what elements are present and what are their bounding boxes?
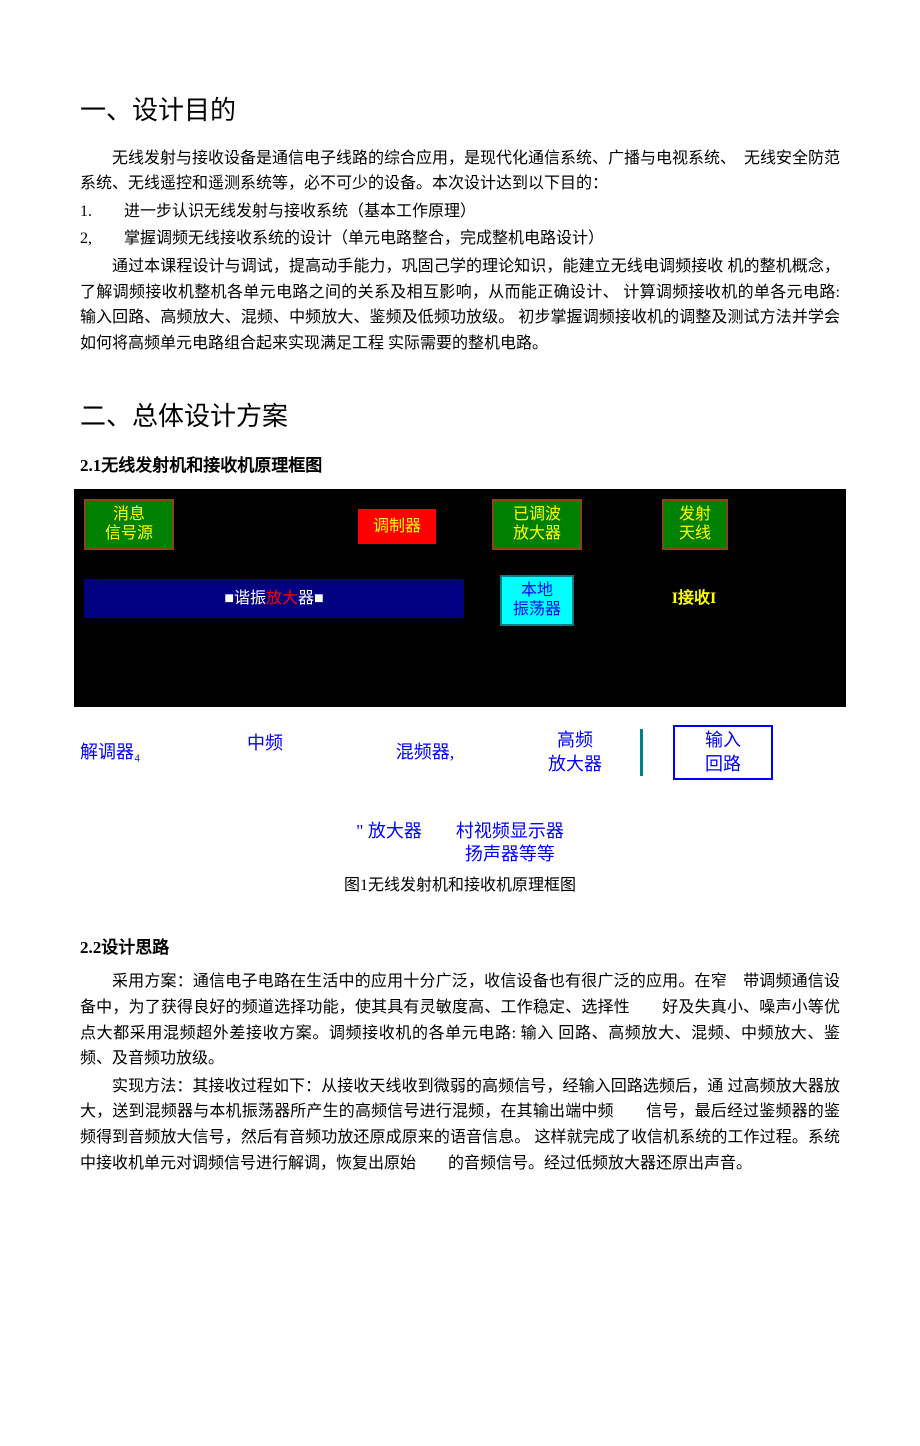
block-modulator: 调制器 xyxy=(356,507,438,546)
block-rf-amp: 高频 放大器 xyxy=(510,729,643,776)
list-item-1: 1. 进一步认识无线发射与接收系统（基本工作原理） xyxy=(80,199,840,225)
block-modulated-amp: 已调波 放大器 xyxy=(492,499,582,549)
block-tx-antenna: 发射 天线 xyxy=(662,499,728,549)
block-diagram: 消息 信号源 调制器 已调波 放大器 发射 天线 ■谐振放大器■ 本地 振荡器 … xyxy=(74,489,846,707)
block-receiver-label: I接收I xyxy=(644,585,744,612)
section-2-1-title: 2.1无线发射机和接收机原理框图 xyxy=(80,452,840,479)
figure-caption: 图1无线发射机和接收机原理框图 xyxy=(80,873,840,899)
block-mixer: 混频器, xyxy=(340,741,510,764)
section-1-intro: 无线发射与接收设备是通信电子线路的综合应用，是现代化通信系统、广播与电视系统、 … xyxy=(80,146,840,197)
block-resonant-bar: ■谐振放大器■ xyxy=(84,579,464,618)
block-amplifier: " 放大器 xyxy=(356,820,422,867)
block-signal-source: 消息 信号源 xyxy=(84,499,174,549)
section-2-2-p1: 采用方案：通信电子电路在生活中的应用十分广泛，收信设备也有很广泛的应用。在窄 带… xyxy=(80,969,840,1071)
block-local-osc: 本地 振荡器 xyxy=(500,575,574,625)
block-display-speaker: 村视频显示器 扬声器等等 xyxy=(456,820,564,867)
list-item-2: 2, 掌握调频无线接收系统的设计（单元电路整合，完成整机电路设计） xyxy=(80,226,840,252)
section-1-body: 通过本课程设计与调试，提高动手能力，巩固己学的理论知识，能建立无线电调频接收 机… xyxy=(80,254,840,356)
document-page: 一、设计目的 无线发射与接收设备是通信电子线路的综合应用，是现代化通信系统、广播… xyxy=(0,0,920,1238)
list-text-2: 掌握调频无线接收系统的设计（单元电路整合，完成整机电路设计） xyxy=(124,230,604,247)
section-2-2-title: 2.2设计思路 xyxy=(80,934,840,961)
list-text-1: 进一步认识无线发射与接收系统（基本工作原理） xyxy=(124,203,476,220)
list-num-1: 1. xyxy=(80,203,92,220)
section-2-2-p2: 实现方法：其接收过程如下：从接收天线收到微弱的高频信号，经输入回路选频后，通 过… xyxy=(80,1074,840,1176)
block-if: 中频 xyxy=(190,732,340,755)
section-2-title: 二、总体设计方案 xyxy=(80,396,840,438)
section-1-title: 一、设计目的 xyxy=(80,90,840,132)
block-input-circuit: 输入 回路 xyxy=(673,725,773,780)
list-num-2: 2, xyxy=(80,230,92,247)
block-demodulator: 解调器₄ xyxy=(80,741,190,764)
diagram-row-4: " 放大器 村视频显示器 扬声器等等 xyxy=(80,820,840,867)
diagram-row-3: 解调器₄ 中频 混频器, 高频 放大器 输入 回路 xyxy=(80,725,840,780)
